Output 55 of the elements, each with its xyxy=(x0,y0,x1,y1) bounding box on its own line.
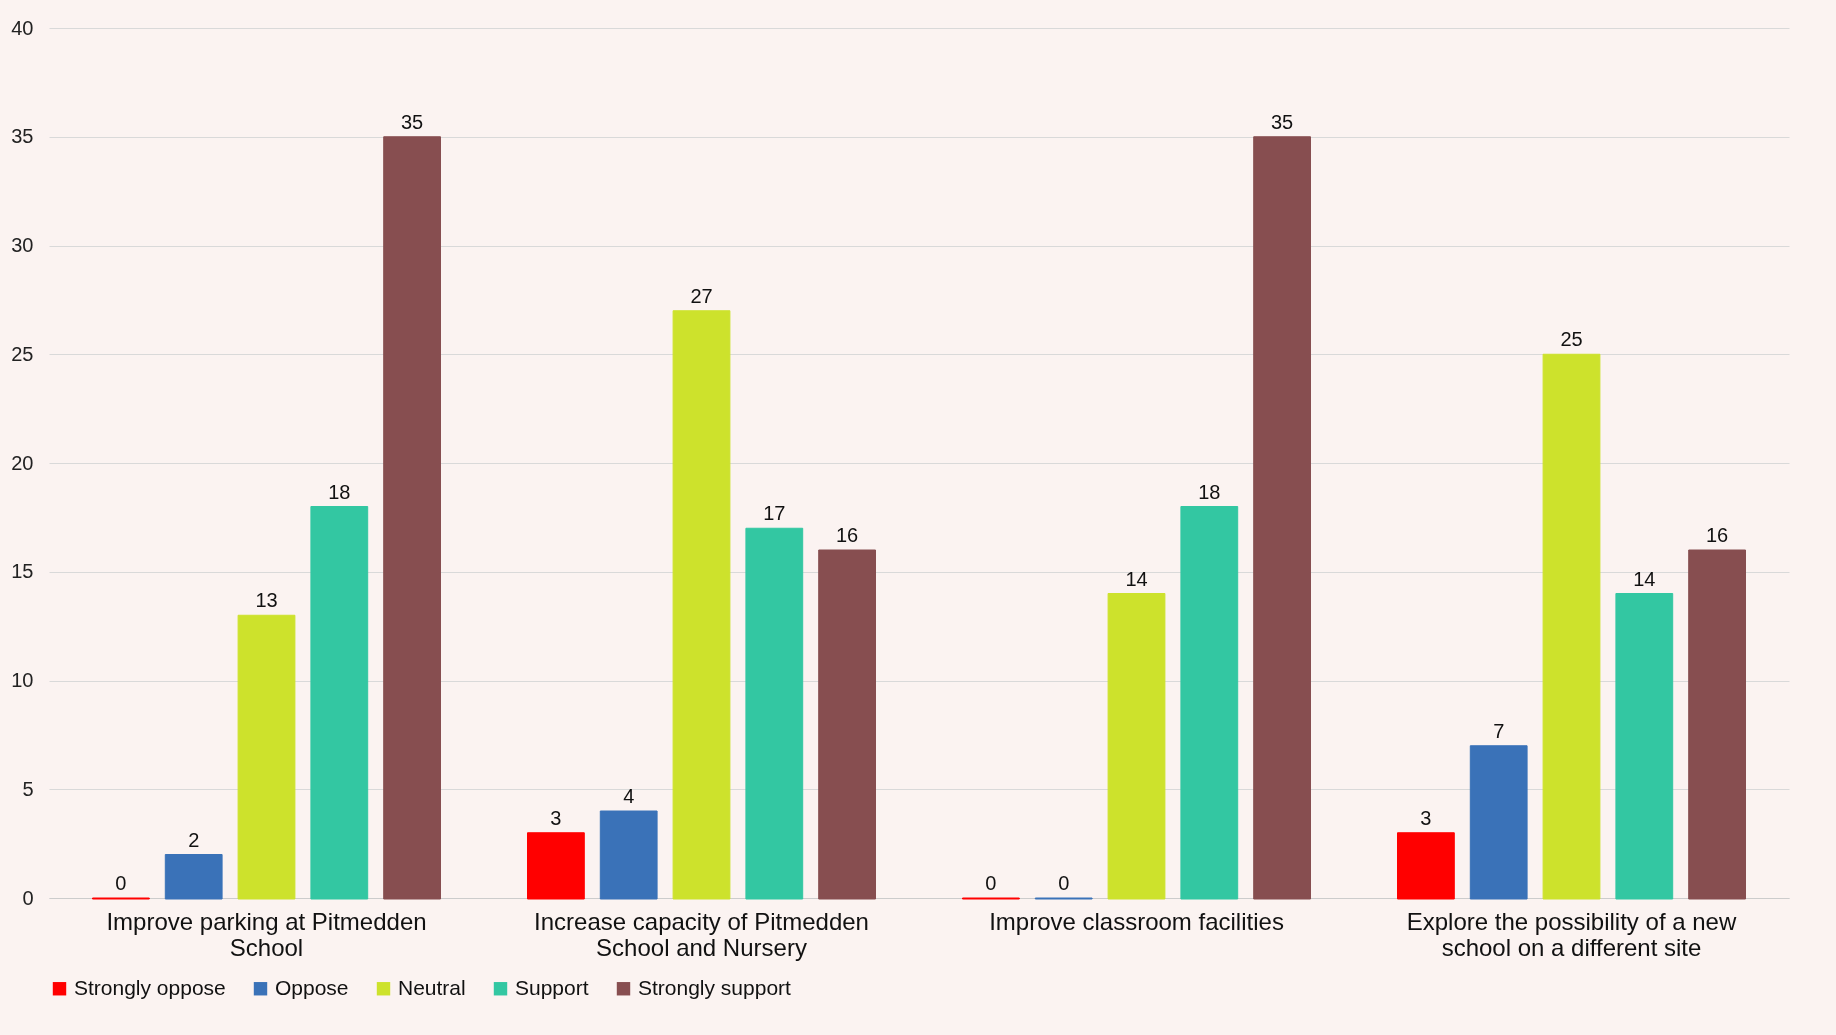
legend-label: Strongly support xyxy=(638,975,792,999)
bar xyxy=(1180,506,1239,900)
data-label: 17 xyxy=(763,502,786,525)
bar xyxy=(672,310,731,900)
bar xyxy=(383,136,441,900)
data-label: 14 xyxy=(1633,567,1656,590)
x-tick-label: Improve parking at Pitmedden School xyxy=(106,907,427,961)
y-tick-label: 30 xyxy=(11,234,34,256)
bar xyxy=(818,549,876,900)
bar xyxy=(1469,745,1528,900)
data-label: 18 xyxy=(328,480,351,503)
bar xyxy=(1615,593,1674,900)
data-label: 0 xyxy=(985,872,997,894)
data-label: 16 xyxy=(1705,524,1729,546)
bar xyxy=(1397,832,1455,900)
y-tick-label: 25 xyxy=(11,342,34,365)
y-tick-label: 15 xyxy=(11,560,34,583)
data-label: 3 xyxy=(1420,806,1432,829)
data-label: 7 xyxy=(1493,719,1505,742)
x-tick-label: Improve classroom facilities xyxy=(989,907,1284,935)
x-tick-label: Explore the possibility of a new school on a different site xyxy=(1406,907,1737,961)
bar xyxy=(1107,593,1166,900)
data-label: 2 xyxy=(188,828,200,851)
y-tick-label: 10 xyxy=(11,669,34,691)
bar xyxy=(164,854,223,900)
y-tick-label: 20 xyxy=(11,451,34,474)
data-label: 35 xyxy=(1270,110,1294,133)
bar xyxy=(1542,353,1601,900)
data-label: 16 xyxy=(835,524,859,546)
bar xyxy=(237,614,296,900)
legend-label: Oppose xyxy=(275,975,349,999)
data-label: 4 xyxy=(623,785,635,807)
data-label: 0 xyxy=(115,872,127,894)
y-tick-label: 35 xyxy=(11,125,34,148)
data-label: 14 xyxy=(1125,567,1148,590)
data-label: 13 xyxy=(255,589,278,612)
y-tick-label: 40 xyxy=(11,16,34,39)
data-label: 18 xyxy=(1198,480,1221,503)
data-label: 0 xyxy=(1058,872,1070,894)
bar xyxy=(745,527,804,900)
data-label: 3 xyxy=(550,806,562,829)
data-label: 25 xyxy=(1560,328,1583,351)
legend-label: Neutral xyxy=(398,975,466,999)
bar xyxy=(599,810,658,900)
legend-label: Strongly oppose xyxy=(74,975,226,999)
bar xyxy=(310,506,369,900)
bar xyxy=(1253,136,1311,900)
bar xyxy=(1688,549,1746,900)
x-tick-label: Increase capacity of Pitmedden School and Nursery xyxy=(534,907,869,961)
data-label: 27 xyxy=(690,284,713,307)
y-tick-label: 5 xyxy=(22,777,34,800)
bar xyxy=(527,832,585,900)
data-label: 35 xyxy=(400,110,424,133)
y-tick-label: 0 xyxy=(22,886,34,909)
legend-label: Support xyxy=(515,975,589,999)
